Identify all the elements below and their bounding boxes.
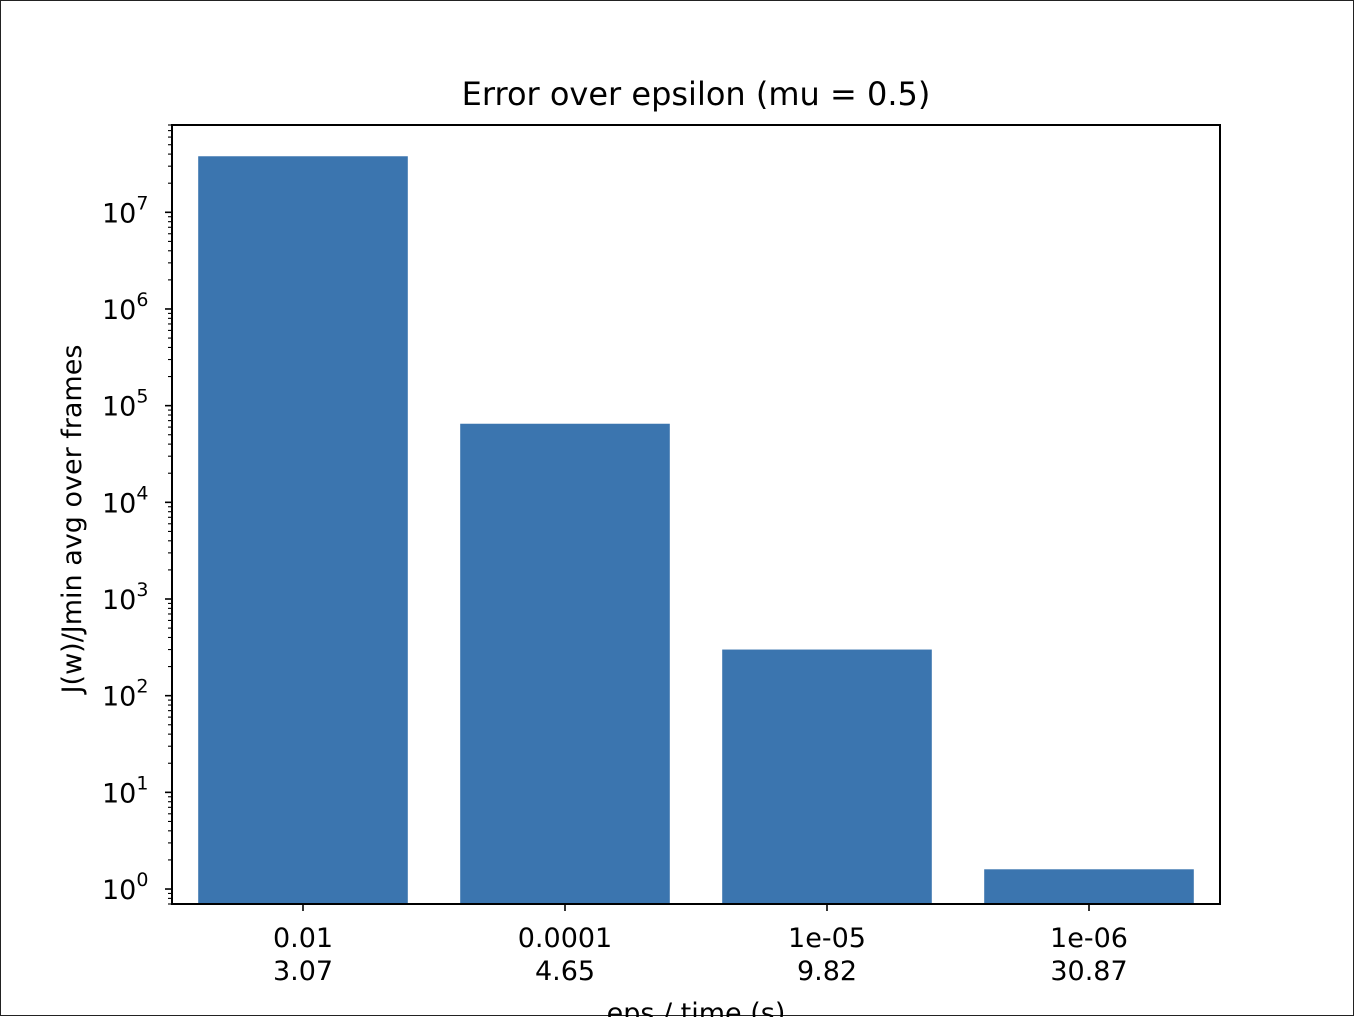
y-ticks-group: 100 101 102 103 104 105 106 107 [102,124,172,906]
x-tick-label-eps-1: 0.0001 [518,923,612,954]
y-tick-label-1: 101 [102,772,148,809]
bar-1 [460,423,670,904]
bars-group [198,156,1194,905]
x-tick-label-time-2: 9.82 [797,956,857,987]
y-tick-label-7: 107 [102,192,148,229]
x-tick-label-time-0: 3.07 [273,956,333,987]
x-tick-label-time-1: 4.65 [535,956,595,987]
bar-2 [722,649,932,904]
x-tick-label-time-3: 30.87 [1050,956,1127,987]
y-axis-label: J(w)/Jmin avg over frames [57,345,88,696]
x-axis-label: eps / time (s) [607,998,786,1017]
y-tick-label-3: 103 [102,579,148,616]
y-tick-label-2: 102 [102,676,148,713]
y-tick-label-4: 104 [102,482,148,519]
y-tick-label-6: 106 [102,289,148,326]
y-tick-label-5: 105 [102,386,148,423]
x-tick-label-eps-0: 0.01 [273,923,333,954]
bar-3 [984,869,1194,904]
bar-0 [198,156,408,905]
y-tick-label-0: 100 [102,869,148,906]
chart-title: Error over epsilon (mu = 0.5) [462,75,931,113]
x-tick-label-eps-3: 1e-06 [1050,923,1128,954]
plot-area-border [171,124,1221,905]
x-tick-label-eps-2: 1e-05 [788,923,866,954]
